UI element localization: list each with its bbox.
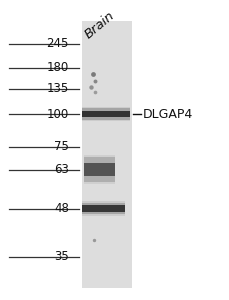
Bar [84,157,114,163]
Text: 100: 100 [46,107,69,121]
Bar [81,117,129,120]
Text: 35: 35 [54,250,69,263]
Bar [81,202,125,205]
Bar [81,107,129,111]
Point [93,79,97,83]
Text: 75: 75 [54,140,69,154]
Bar [84,176,114,182]
Point [92,238,95,242]
Bar [84,155,114,163]
Point [91,72,95,77]
Bar [81,108,129,111]
Text: 245: 245 [46,37,69,50]
Bar [81,212,125,216]
Text: 63: 63 [54,163,69,176]
Text: Brain: Brain [82,9,117,41]
Text: 180: 180 [46,61,69,74]
Bar [81,21,132,288]
Point [89,85,92,89]
Bar [81,205,125,212]
Text: 135: 135 [46,82,69,95]
Bar [84,176,114,184]
Bar [81,111,129,117]
Text: DLGAP4: DLGAP4 [142,107,192,121]
Bar [81,201,125,205]
Bar [81,117,129,121]
Bar [84,163,114,176]
Point [93,89,97,94]
Text: 48: 48 [54,202,69,215]
Bar [81,212,125,214]
